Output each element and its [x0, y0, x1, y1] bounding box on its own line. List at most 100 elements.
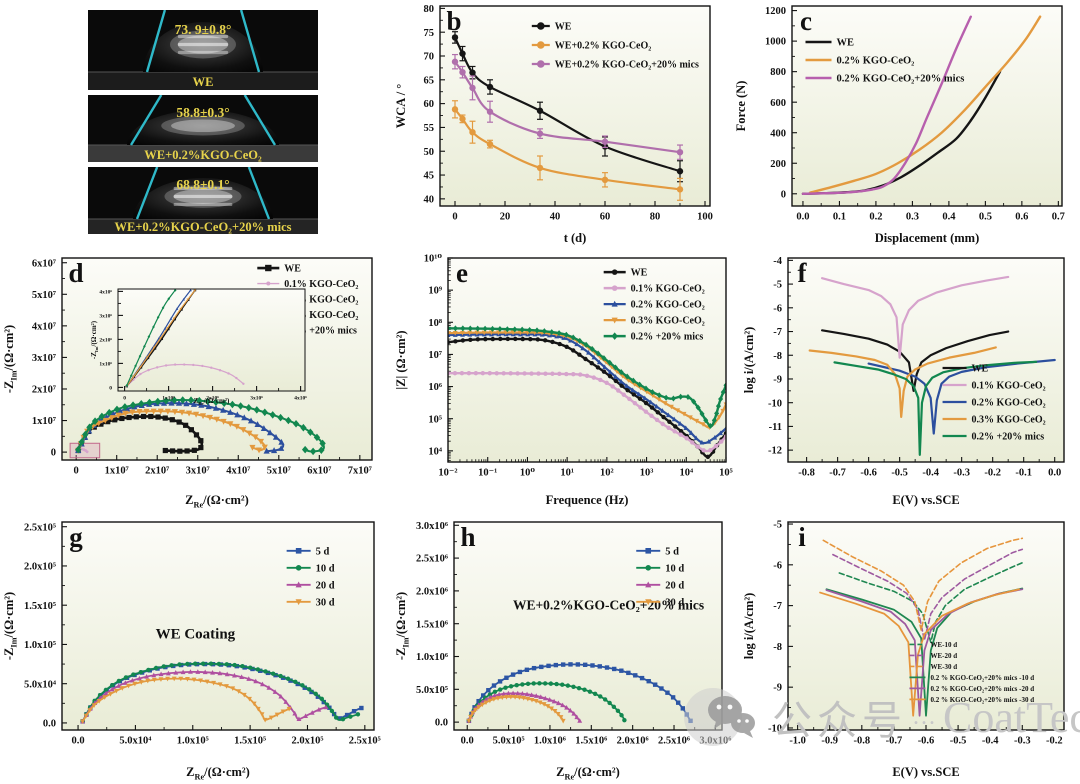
series-0.2% KGO-CeO₂ — [867, 358, 1056, 435]
svg-text:1.5x10⁶: 1.5x10⁶ — [416, 619, 448, 630]
svg-text:2.0x10⁶: 2.0x10⁶ — [416, 586, 448, 597]
svg-text:-0.6: -0.6 — [918, 736, 935, 747]
svg-text:-0.3: -0.3 — [953, 468, 970, 479]
svg-text:t (d): t (d) — [564, 231, 587, 245]
svg-text:1.0x10⁶: 1.0x10⁶ — [534, 736, 566, 747]
svg-text:0.2% +20% mics: 0.2% +20% mics — [631, 332, 704, 343]
series-WE-20 d — [832, 548, 1024, 642]
svg-text:ZRe/(Ω·cm²): ZRe/(Ω·cm²) — [186, 765, 250, 782]
svg-text:ZRe/(Ω·cm²): ZRe/(Ω·cm²) — [556, 765, 620, 782]
svg-text:400: 400 — [770, 128, 786, 139]
svg-text:-ZIm/(Ω·cm²): -ZIm/(Ω·cm²) — [90, 320, 99, 359]
series-0.2% KGO-CeO₂ — [77, 402, 285, 453]
svg-text:0.2% KGO-CeO₂: 0.2% KGO-CeO₂ — [972, 398, 1046, 409]
svg-text:40: 40 — [424, 194, 435, 205]
series-group — [466, 662, 693, 724]
svg-text:0.3% KGO-CeO₂: 0.3% KGO-CeO₂ — [631, 316, 705, 327]
svg-text:60: 60 — [424, 99, 435, 110]
svg-text:4x10⁶: 4x10⁶ — [99, 289, 112, 295]
svg-text:5 d: 5 d — [665, 546, 679, 557]
svg-text:1x10⁷: 1x10⁷ — [105, 466, 129, 477]
svg-text:5.0x10⁵: 5.0x10⁵ — [416, 685, 448, 696]
svg-text:5 d: 5 d — [316, 546, 330, 557]
svg-text:2.0x10⁵: 2.0x10⁵ — [24, 562, 56, 573]
svg-text:7x10⁷: 7x10⁷ — [348, 466, 372, 477]
svg-text:WE: WE — [193, 75, 214, 89]
axes: 0.0 0.1 0.2 0.3 0.4 0.5 0.6 0.7 0 200 400 600 800 100… — [765, 6, 1065, 222]
chart-d_inset: 0 1x10⁶ 2x10⁶ 3x10⁶ 4x10⁶ 0 1x10⁶ 2x10⁶ 3x10⁶ 4x1… — [90, 288, 307, 406]
svg-text:3.0x10⁶: 3.0x10⁶ — [699, 736, 731, 747]
series-group — [80, 661, 364, 725]
svg-text:3x10⁷: 3x10⁷ — [32, 353, 56, 364]
svg-text:68.8±0.1°: 68.8±0.1° — [176, 177, 229, 192]
svg-text:30 d: 30 d — [665, 597, 684, 608]
svg-text:10¹⁰: 10¹⁰ — [424, 254, 443, 265]
svg-text:WE+0.2%KGO-CeO₂+20% mics: WE+0.2%KGO-CeO₂+20% mics — [114, 220, 291, 234]
svg-text:-ZIm/(Ω·cm²): -ZIm/(Ω·cm²) — [2, 592, 19, 660]
svg-text:-0.2: -0.2 — [1046, 736, 1063, 747]
svg-text:-12: -12 — [768, 446, 782, 457]
svg-text:0.0: 0.0 — [435, 718, 448, 729]
svg-text:0.7: 0.7 — [1052, 212, 1065, 223]
series-0.2% KGO-CeO₂ — [809, 15, 1042, 194]
svg-text:10⁰: 10⁰ — [520, 468, 536, 479]
svg-text:0.1% KGO-CeO₂: 0.1% KGO-CeO₂ — [284, 279, 358, 290]
chart-b: 0 20 40 60 80 100 40 45 50 55 60 65 70 75 80 t (d) WCA /… — [394, 4, 713, 245]
svg-text:0.0: 0.0 — [461, 736, 474, 747]
svg-text:2.5x10⁶: 2.5x10⁶ — [658, 736, 690, 747]
svg-text:-0.7: -0.7 — [886, 736, 903, 747]
svg-text:0.0: 0.0 — [1048, 468, 1061, 479]
chart-i: -1.0 -0.9 -0.8 -0.7 -0.6 -0.5 -0.4 -0.3 -0.2 -10 -… — [742, 520, 1065, 779]
svg-text:WE: WE — [837, 38, 855, 49]
svg-text:2x10⁷: 2x10⁷ — [145, 466, 169, 477]
svg-text:10⁶: 10⁶ — [428, 382, 442, 393]
svg-text:1.5x10⁶: 1.5x10⁶ — [575, 736, 607, 747]
svg-text:0: 0 — [781, 189, 786, 200]
svg-text:WE Coating: WE Coating — [156, 626, 236, 642]
svg-text:20 d: 20 d — [665, 580, 684, 591]
svg-text:-6: -6 — [773, 303, 782, 314]
svg-text:10⁵: 10⁵ — [719, 468, 733, 479]
axes: 0.0 5.0x10⁴ 1.0x10⁵ 1.5x10⁵ 2.0x10⁵ 2.5x10⁵ 0.… — [24, 522, 381, 746]
svg-text:0.1% KGO-CeO₂: 0.1% KGO-CeO₂ — [972, 381, 1046, 392]
svg-text:100: 100 — [697, 212, 713, 223]
svg-text:10⁻¹: 10⁻¹ — [478, 468, 497, 479]
svg-text:1.5x10⁵: 1.5x10⁵ — [234, 736, 266, 747]
axes: -1.0 -0.9 -0.8 -0.7 -0.6 -0.5 -0.4 -0.3 -0.2 -10 -… — [768, 520, 1063, 747]
svg-text:800: 800 — [770, 67, 786, 78]
svg-text:0: 0 — [51, 448, 56, 459]
svg-text:-0.5: -0.5 — [891, 468, 908, 479]
svg-text:-0.7: -0.7 — [829, 468, 846, 479]
svg-text:-8: -8 — [773, 642, 782, 653]
chart-f: -0.8 -0.7 -0.6 -0.5 -0.4 -0.3 -0.2 -0.1 0.0 -12 -1… — [742, 256, 1065, 507]
svg-text:e: e — [456, 258, 468, 288]
svg-text:40: 40 — [550, 212, 561, 223]
panel-i: -1.0 -0.9 -0.8 -0.7 -0.6 -0.5 -0.4 -0.3 -0.2 -10 -… — [740, 512, 1080, 784]
series-group — [125, 289, 245, 388]
svg-text:E(V) vs.SCE: E(V) vs.SCE — [892, 493, 959, 507]
svg-text:2.5x10⁵: 2.5x10⁵ — [24, 522, 56, 533]
svg-text:-5: -5 — [773, 520, 782, 531]
panel-b: 0 20 40 60 80 100 40 45 50 55 60 65 70 75 80 t (d) WCA /… — [392, 0, 730, 250]
series-WE-10 d — [838, 561, 1024, 644]
svg-text:0.5: 0.5 — [979, 212, 992, 223]
svg-text:-0.6: -0.6 — [860, 468, 877, 479]
svg-text:2x10⁶: 2x10⁶ — [206, 396, 219, 402]
svg-text:1x10⁶: 1x10⁶ — [162, 396, 175, 402]
axes: 0 1x10⁶ 2x10⁶ 3x10⁶ 4x10⁶ 0 1x10⁶ 2x10⁶ 3x10⁶ 4x1… — [99, 289, 307, 401]
svg-text:3x10⁶: 3x10⁶ — [99, 313, 112, 319]
svg-text:log i/(A/cm²): log i/(A/cm²) — [742, 327, 756, 394]
svg-text:20 d: 20 d — [316, 580, 335, 591]
svg-text:-9: -9 — [773, 683, 782, 694]
series-group — [819, 537, 1024, 717]
svg-text:WE-10 d: WE-10 d — [930, 641, 957, 649]
svg-text:E(V) vs.SCE: E(V) vs.SCE — [892, 765, 959, 779]
chart-e: 10⁻² 10⁻¹ 10⁰ 10¹ 10² 10³ 10⁴ 10⁵ 10⁴ 10⁵ 10⁶ 10⁷ 10… — [394, 254, 733, 507]
svg-text:10⁷: 10⁷ — [428, 350, 442, 361]
svg-text:1.0x10⁶: 1.0x10⁶ — [416, 652, 448, 663]
panel-d: 0 1x10⁷ 2x10⁷ 3x10⁷ 4x10⁷ 5x10⁷ 6x10⁷ 7x10⁷ 0 1x1… — [0, 250, 390, 512]
svg-text:0: 0 — [123, 396, 126, 402]
svg-text:Displacement (mm): Displacement (mm) — [875, 231, 980, 245]
svg-text:1000: 1000 — [765, 37, 786, 48]
